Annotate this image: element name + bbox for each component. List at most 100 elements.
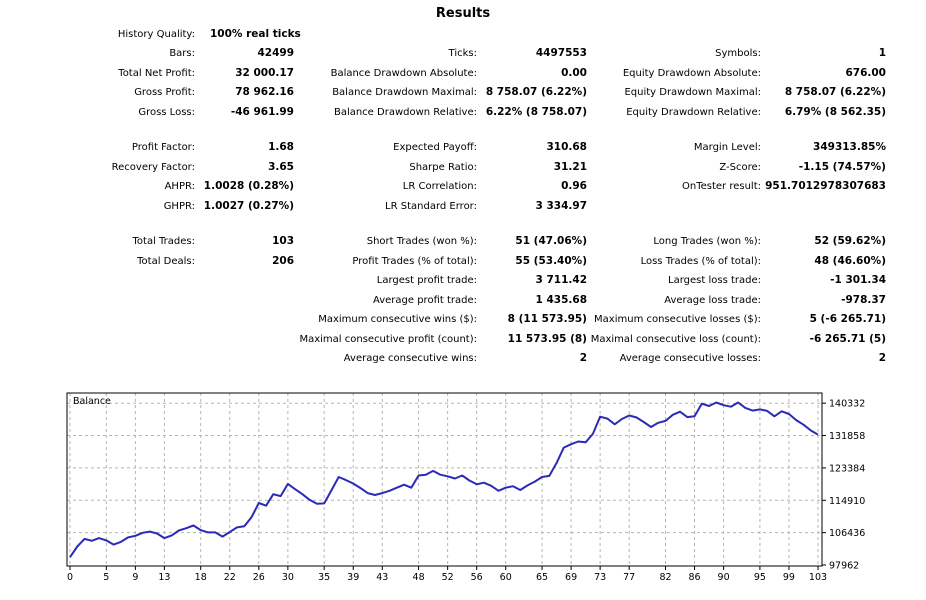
x-tick-label: 43 (376, 572, 388, 583)
x-tick-label: 26 (253, 572, 265, 583)
x-tick-label: 103 (809, 572, 827, 583)
average-consecutive-losses-label: Average consecutive losses: (619, 353, 761, 364)
equity-dd-maximal-label: Equity Drawdown Maximal: (624, 87, 761, 98)
results-title: Results (435, 6, 491, 21)
y-tick-label: 97962 (829, 561, 859, 572)
gross-profit-value: 78 962.16 (235, 86, 294, 98)
x-tick-label: 95 (754, 572, 766, 583)
average-profit-trade-value: 1 435.68 (535, 294, 587, 306)
x-tick-label: 99 (783, 572, 795, 583)
short-trades-value: 51 (47.06%) (515, 235, 587, 247)
y-tick-label: 106436 (829, 528, 865, 539)
expected-payoff-value: 310.68 (546, 141, 587, 153)
x-tick-label: 30 (282, 572, 294, 583)
net-profit-label: Total Net Profit: (118, 68, 195, 79)
expected-payoff-label: Expected Payoff: (393, 142, 477, 153)
chart-title: Balance (73, 396, 111, 407)
average-loss-trade-value: -978.37 (841, 294, 886, 306)
balance-dd-relative-label: Balance Drawdown Relative: (333, 107, 477, 118)
equity-dd-relative-value: 6.79% (8 562.35) (784, 106, 886, 118)
ontester-result-label: OnTester result: (681, 181, 761, 192)
loss-trades-value: 48 (46.60%) (814, 255, 886, 267)
recovery-factor-label: Recovery Factor: (111, 162, 195, 173)
y-tick-label: 114910 (829, 496, 865, 507)
balance-dd-relative-value: 6.22% (8 758.07) (485, 106, 587, 118)
profit-factor-value: 1.68 (268, 141, 294, 153)
average-consecutive-wins-value: 2 (579, 352, 587, 364)
y-tick-label: 140332 (829, 399, 865, 410)
margin-level-label: Margin Level: (693, 142, 761, 153)
average-consecutive-wins-label: Average consecutive wins: (343, 353, 477, 364)
bars-label: Bars: (169, 48, 195, 59)
total-deals-label: Total Deals: (137, 256, 195, 267)
y-tick-label: 131858 (829, 431, 865, 442)
ahpr-value: 1.0028 (0.28%) (203, 180, 294, 192)
history-quality-value: 100% real ticks (210, 28, 301, 40)
equity-dd-relative-label: Equity Drawdown Relative: (626, 107, 761, 118)
x-tick-label: 0 (67, 572, 73, 583)
x-tick-label: 82 (659, 572, 671, 583)
x-tick-label: 65 (536, 572, 548, 583)
balance-dd-maximal-label: Balance Drawdown Maximal: (332, 87, 477, 98)
x-tick-label: 48 (413, 572, 425, 583)
z-score-label: Z-Score: (719, 162, 761, 173)
symbols-value: 1 (878, 47, 886, 59)
lr-standard-error-label: LR Standard Error: (385, 201, 477, 212)
x-tick-label: 35 (318, 572, 330, 583)
profit-trades-label: Profit Trades (% of total): (352, 256, 477, 267)
equity-dd-absolute-label: Equity Drawdown Absolute: (622, 68, 761, 79)
ghpr-value: 1.0027 (0.27%) (203, 200, 294, 212)
max-consecutive-losses-label: Maximum consecutive losses ($): (594, 314, 761, 325)
ontester-result-value: 951.7012978307683 (765, 180, 886, 192)
ticks-label: Ticks: (448, 48, 477, 59)
x-tick-label: 5 (103, 572, 109, 583)
long-trades-label: Long Trades (won %): (653, 236, 761, 247)
balance-series-line (69, 401, 819, 558)
max-consecutive-losses-value: 5 (-6 265.71) (809, 313, 886, 325)
margin-level-value: 349313.85% (813, 141, 886, 153)
profit-factor-label: Profit Factor: (131, 142, 195, 153)
total-trades-label: Total Trades: (132, 236, 196, 247)
balance-chart: 97962 106436 114910 123384 131858 140332 0 5 9 13… (66, 392, 865, 583)
largest-profit-trade-label: Largest profit trade: (376, 275, 477, 286)
total-trades-value: 103 (272, 235, 294, 247)
net-profit-value: 32 000.17 (235, 67, 294, 79)
y-tick-label: 123384 (829, 463, 865, 474)
balance-dd-maximal-value: 8 758.07 (6.22%) (485, 86, 587, 98)
x-tick-label: 90 (718, 572, 730, 583)
long-trades-value: 52 (59.62%) (814, 235, 886, 247)
ghpr-label: GHPR: (163, 201, 195, 212)
total-deals-value: 206 (272, 255, 294, 267)
gross-loss-value: -46 961.99 (230, 106, 294, 118)
average-loss-trade-label: Average loss trade: (664, 295, 761, 306)
z-score-value: -1.15 (74.57%) (798, 161, 886, 173)
equity-dd-absolute-value: 676.00 (845, 67, 886, 79)
short-trades-label: Short Trades (won %): (366, 236, 477, 247)
largest-loss-trade-value: -1 301.34 (830, 274, 886, 286)
largest-loss-trade-label: Largest loss trade: (668, 275, 761, 286)
max-consecutive-wins-value: 8 (11 573.95) (507, 313, 587, 325)
sharpe-ratio-label: Sharpe Ratio: (409, 162, 477, 173)
lr-correlation-value: 0.96 (561, 180, 587, 192)
bars-value: 42499 (257, 47, 294, 59)
largest-profit-trade-value: 3 711.42 (535, 274, 587, 286)
x-tick-label: 86 (688, 572, 700, 583)
x-tick-label: 56 (471, 572, 483, 583)
x-tick-label: 13 (158, 572, 170, 583)
gross-loss-label: Gross Loss: (138, 107, 195, 118)
ahpr-label: AHPR: (164, 181, 195, 192)
max-consecutive-wins-label: Maximum consecutive wins ($): (318, 314, 477, 325)
average-consecutive-losses-value: 2 (878, 352, 886, 364)
maximal-consecutive-loss-label: Maximal consecutive loss (count): (590, 334, 761, 345)
x-tick-label: 22 (224, 572, 236, 583)
profit-trades-value: 55 (53.40%) (515, 255, 587, 267)
x-tick-label: 73 (594, 572, 606, 583)
recovery-factor-value: 3.65 (268, 161, 294, 173)
lr-standard-error-value: 3 334.97 (535, 200, 587, 212)
ticks-value: 4497553 (535, 47, 587, 59)
lr-correlation-label: LR Correlation: (402, 181, 477, 192)
x-tick-label: 69 (565, 572, 577, 583)
maximal-consecutive-loss-value: -6 265.71 (5) (809, 333, 886, 345)
plot-frame (66, 392, 823, 567)
balance-dd-absolute-value: 0.00 (561, 67, 587, 79)
